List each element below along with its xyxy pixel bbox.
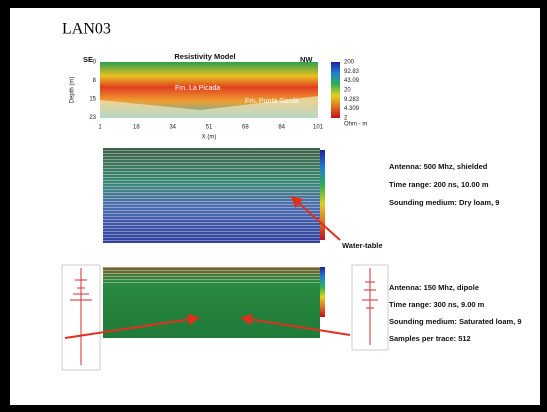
x-tick-label: 68: [242, 125, 249, 131]
colorbar-tick-label: 92.83: [344, 69, 360, 75]
x-tick-label: 51: [206, 125, 213, 131]
radargram-texture: [103, 267, 320, 283]
x-tick-label: 34: [169, 125, 176, 131]
x-tick-label: 101: [313, 125, 324, 131]
info-text: Sounding medium: Saturated loam, 9: [389, 317, 522, 326]
left-label: SE: [83, 55, 93, 64]
radargram-colorbar: [320, 267, 325, 317]
colorbar-tick-label: 43.09: [344, 78, 360, 84]
colorbar-tick-label: 9.283: [344, 97, 360, 103]
annotation: Water-table: [342, 241, 383, 250]
radargram-texture: [103, 148, 320, 243]
info-text: Time range: 300 ns, 9.00 m: [389, 300, 485, 309]
info-text: Time range: 200 ns, 10.00 m: [389, 180, 489, 189]
colorbar-unit: Ohm - m: [344, 122, 367, 128]
info-text: Antenna: 500 Mhz, shielded: [389, 162, 488, 171]
info-text: Sounding medium: Dry loam, 9: [389, 198, 499, 207]
model-title: Resistivity Model: [174, 52, 235, 61]
colorbar-tick-label: 4.309: [344, 106, 360, 112]
slide-title: LAN03: [62, 21, 111, 38]
x-tick-label: 18: [133, 125, 140, 131]
colorbar-tick-label: 20: [344, 88, 351, 94]
annotation: Fm. Punta Gorda: [245, 98, 299, 105]
page: {"title": "LAN03", "resistivity_model": …: [0, 0, 547, 412]
info-text: Samples per trace: 512: [389, 334, 471, 343]
x-tick-label: 84: [278, 125, 285, 131]
y-tick-label: 15: [89, 97, 96, 103]
y-axis-label: Depth (m): [70, 77, 76, 104]
annotation: Fm. La Picada: [175, 85, 220, 92]
colorbar-tick-label: 200: [344, 60, 355, 66]
slide: LAN03 SE Resistivity Model NW Depth (m) …: [0, 0, 547, 412]
colorbar: [331, 62, 340, 118]
info-text: Antenna: 150 Mhz, dipole: [389, 283, 479, 292]
y-tick-label: 23: [89, 115, 96, 121]
x-axis-label: X (m): [202, 135, 217, 141]
